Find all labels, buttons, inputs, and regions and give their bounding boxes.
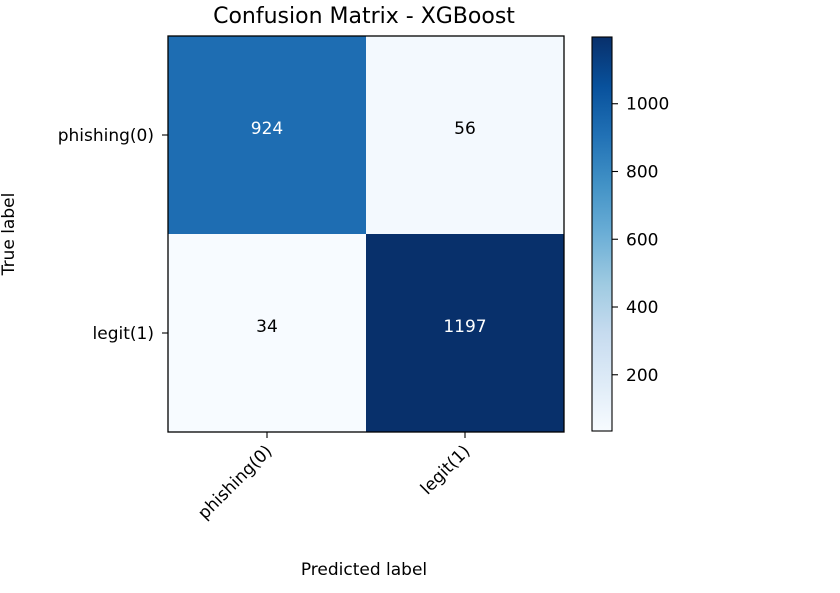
cell-value-label: 56: [454, 119, 476, 139]
cell-value-label: 1197: [443, 317, 486, 337]
heatmap-cell: [366, 36, 564, 234]
x-axis-label: Predicted label: [301, 560, 427, 580]
plot-frame: [167, 35, 565, 433]
colorbar-tick-label: 600: [626, 230, 658, 250]
chart-title: Confusion Matrix - XGBoost: [213, 4, 515, 29]
cell-value-label: 924: [251, 119, 283, 139]
heatmap-cell-labels: 924 56 34 1197: [251, 119, 487, 337]
x-tick-label: legit(1): [417, 441, 475, 499]
colorbar-tick-label: 1000: [626, 95, 669, 115]
cell-value-label: 34: [256, 317, 278, 337]
colorbar-ticks: 200 400 600 800 1000: [612, 95, 669, 386]
colorbar: [591, 36, 613, 432]
colorbar-tick-label: 800: [626, 162, 658, 182]
heatmap-cell: [168, 234, 366, 432]
y-tick-label: legit(1): [93, 324, 154, 344]
colorbar-tick-label: 200: [626, 366, 658, 386]
y-axis-ticks: phishing(0) legit(1): [58, 126, 168, 344]
y-tick-label: phishing(0): [58, 126, 154, 146]
heatmap-cell: [366, 234, 564, 432]
y-axis-label: True label: [0, 193, 19, 277]
x-axis-ticks: phishing(0) legit(1): [194, 432, 475, 524]
heatmap-cells: [168, 36, 564, 432]
heatmap-cell: [168, 36, 366, 234]
colorbar-tick-label: 400: [626, 298, 658, 318]
x-tick-label: phishing(0): [194, 441, 276, 523]
